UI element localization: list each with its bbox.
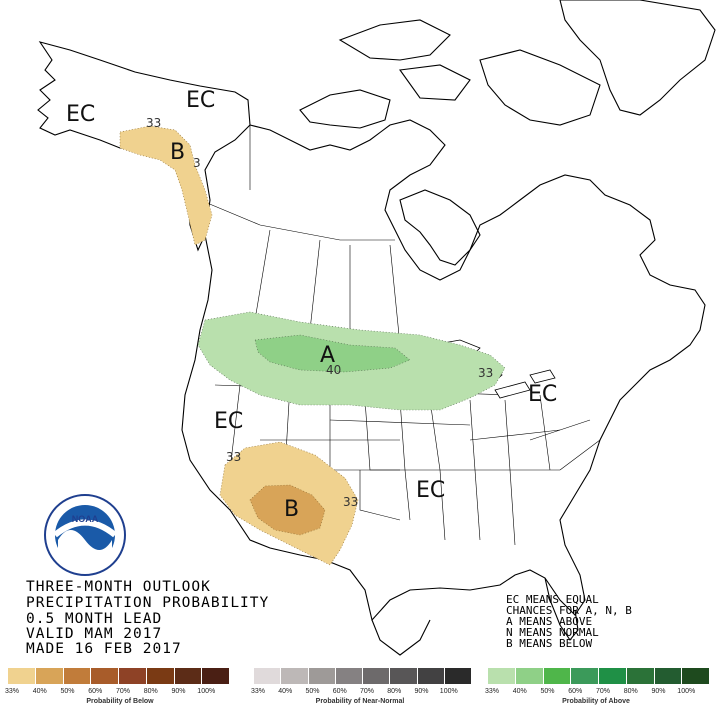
outlook-title-line-1: THREE-MONTH OUTLOOK [26, 579, 211, 595]
ec-label-alaska-west: EC [66, 102, 96, 127]
scale-swatch [363, 668, 391, 684]
scale-swatch [146, 668, 175, 684]
scale-tick-label: 50% [60, 688, 75, 695]
scale-swatch [8, 668, 36, 684]
scale-swatch [63, 668, 92, 684]
arctic-island-2 [338, 19, 451, 61]
scale-swatch [35, 668, 64, 684]
scale-tick-label: 40% [278, 688, 293, 695]
scale-swatch [202, 668, 230, 684]
scale-swatch [682, 668, 710, 684]
probability-above-scale [488, 668, 710, 684]
legend-line-5: B MEANS BELOW [506, 637, 593, 650]
scale-swatch [308, 668, 336, 684]
scale-swatch [281, 668, 309, 684]
scale-tick-label: 70% [359, 688, 374, 695]
scale-tick-label: 70% [115, 688, 130, 695]
hudson-bay-outline [399, 189, 481, 266]
alaska-below-33-region [119, 125, 213, 246]
outlook-title-line-3: 0.5 MONTH LEAD [26, 611, 163, 627]
scale-tick-label: 100% [197, 688, 216, 695]
outlook-title-line-5: MADE 16 FEB 2017 [26, 641, 182, 657]
scale-tick-label: 40% [512, 688, 527, 695]
scale-swatch [599, 668, 627, 684]
noaa-logo-graphic [44, 494, 126, 576]
probability-normal-scale [254, 668, 472, 684]
sw-below-40-region [249, 484, 326, 536]
scale-swatch [91, 668, 119, 684]
scale-tick-label: 100% [439, 688, 458, 695]
contour-label-north-40: 40 [326, 363, 342, 377]
probability-normal-title: Probability of Near-Normal [315, 698, 405, 705]
scale-tick-label: 70% [595, 688, 610, 695]
scale-swatch [174, 668, 203, 684]
scale-tick-label: 80% [143, 688, 158, 695]
scale-tick-label: 40% [32, 688, 47, 695]
scale-tick-label: 90% [651, 688, 666, 695]
ec-label-alaska-north: EC [186, 88, 216, 113]
scale-tick-label: 50% [540, 688, 555, 695]
contour-label-alaska-3: 3 [193, 156, 201, 170]
arctic-island-4 [479, 49, 601, 126]
a-label-north: A [320, 343, 336, 368]
scale-swatch [119, 668, 147, 684]
noaa-logo: NOAA [71, 514, 99, 524]
north-above-40-region [254, 334, 411, 373]
scale-swatch [543, 668, 572, 684]
scale-tick-label: 80% [623, 688, 638, 695]
scale-swatch [254, 668, 282, 684]
gulf-coast [371, 619, 431, 656]
scale-swatch [335, 668, 363, 684]
scale-swatch [417, 668, 445, 684]
outlook-title-line-4: VALID MAM 2017 [26, 626, 163, 642]
ec-label-south: EC [416, 478, 446, 503]
b-label-southwest: B [284, 497, 300, 522]
ec-label-east: EC [528, 382, 558, 407]
probability-above-title: Probability of Above [562, 698, 630, 705]
arctic-island-1 [299, 89, 391, 129]
arctic-island-3 [399, 64, 471, 101]
florida-outline [544, 577, 579, 641]
scale-tick-label: 100% [677, 688, 696, 695]
legend-line-2: CHANCES FOR A, N, B [506, 604, 632, 617]
legend-line-4: N MEANS NORMAL [506, 626, 599, 639]
ec-label-west: EC [214, 409, 244, 434]
contour-label-alaska-33: 33 [146, 116, 162, 130]
legend-line-3: A MEANS ABOVE [506, 615, 593, 628]
probability-below-title: Probability of Below [86, 698, 154, 705]
b-label-alaska: B [170, 140, 186, 165]
contour-label-sw-33b: 33 [343, 495, 359, 509]
probability-below-scale [8, 668, 230, 684]
scale-swatch [626, 668, 655, 684]
scale-swatch [444, 668, 472, 684]
land-outlines [37, 0, 716, 656]
scale-tick-label: 33% [250, 688, 265, 695]
scale-tick-label: 90% [171, 688, 186, 695]
scale-swatch [488, 668, 516, 684]
scale-tick-label: 50% [305, 688, 320, 695]
scale-tick-label: 90% [414, 688, 429, 695]
outlook-title-line-2: PRECIPITATION PROBABILITY [26, 595, 270, 611]
contour-label-north-33: 33 [478, 366, 494, 380]
scale-tick-label: 33% [4, 688, 19, 695]
scale-tick-label: 60% [332, 688, 347, 695]
scale-swatch [515, 668, 544, 684]
scale-tick-label: 33% [484, 688, 499, 695]
scale-tick-label: 60% [568, 688, 583, 695]
legend-line-1: EC MEANS EQUAL [506, 593, 599, 606]
scale-tick-label: 60% [88, 688, 103, 695]
scale-tick-label: 80% [387, 688, 402, 695]
scale-swatch [390, 668, 418, 684]
contour-label-sw-33a: 33 [226, 450, 242, 464]
greenland-outline [559, 0, 716, 116]
scale-swatch [571, 668, 599, 684]
scale-swatch [654, 668, 683, 684]
